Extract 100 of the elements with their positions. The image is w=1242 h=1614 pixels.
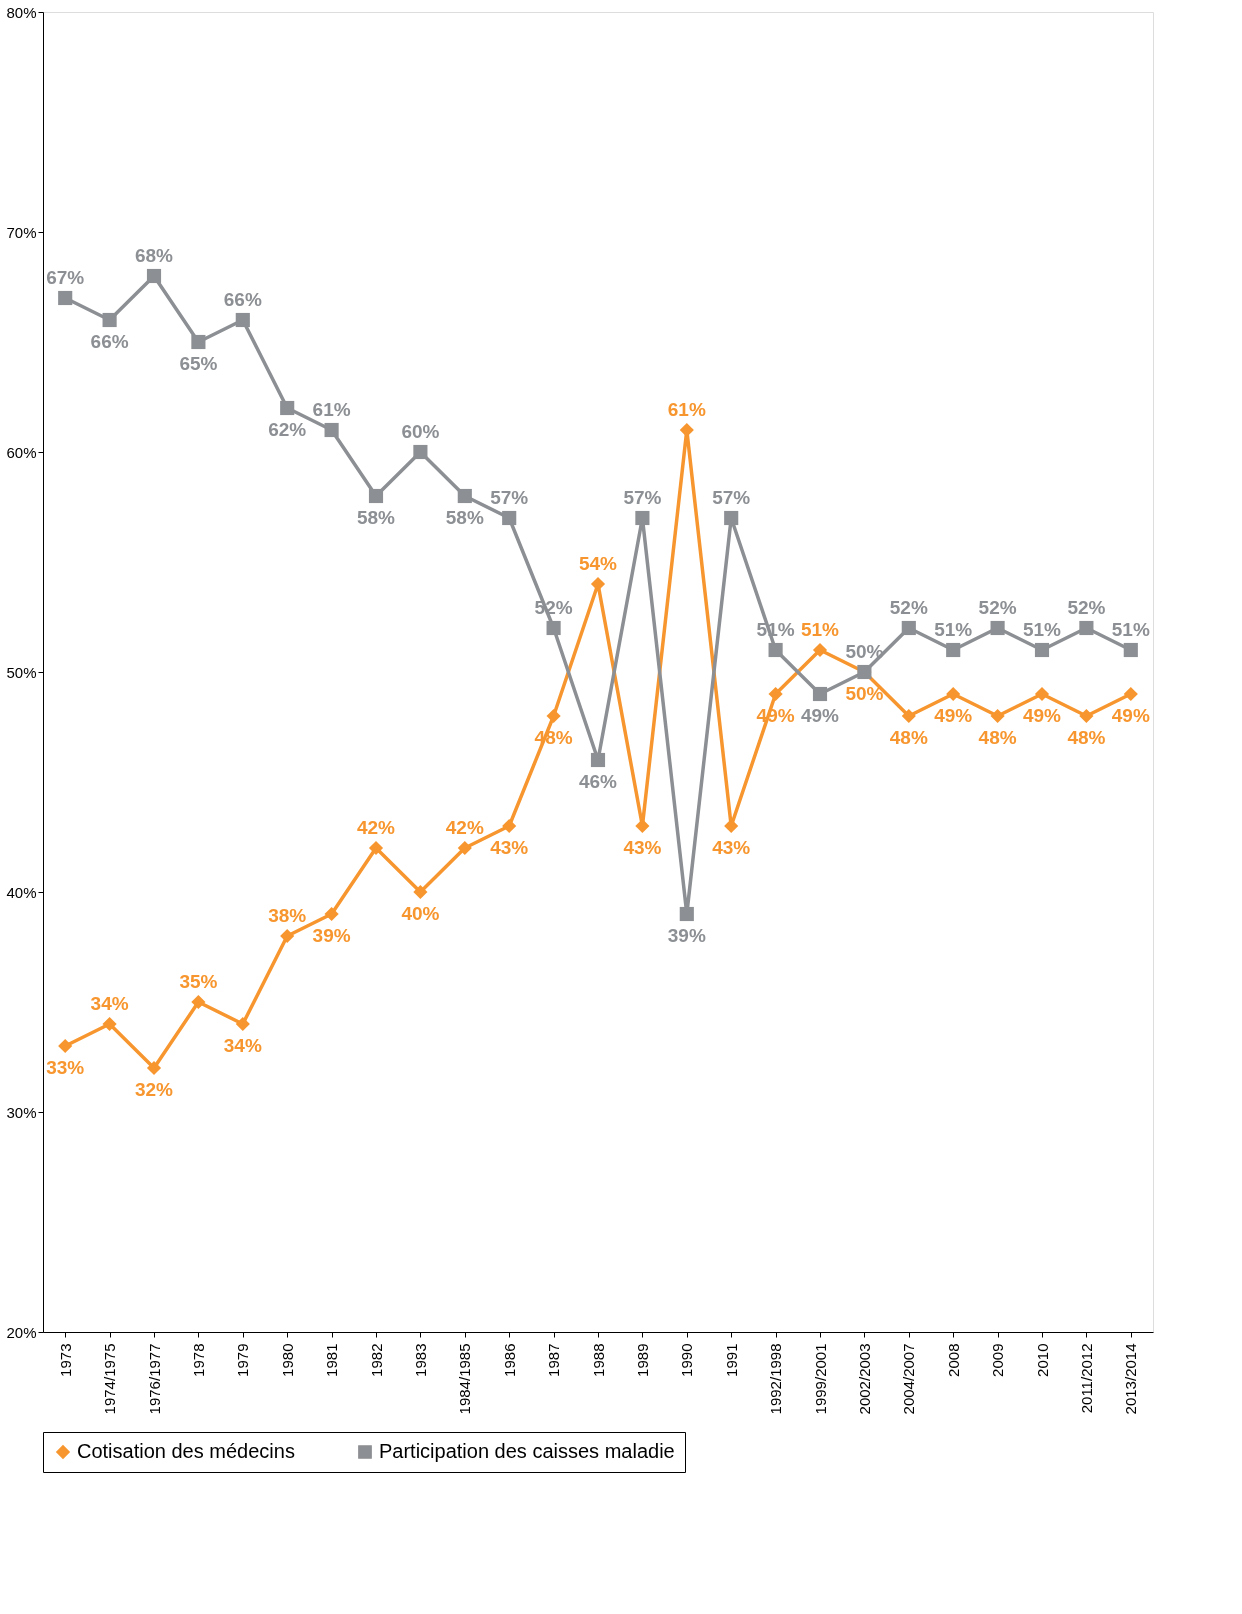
data-label: 52% [1067, 597, 1106, 618]
x-tick-label: 2011/2012 [1077, 1343, 1095, 1414]
point [901, 620, 916, 636]
point [191, 334, 206, 350]
data-label: 58% [445, 507, 484, 528]
data-label: 66% [223, 289, 262, 310]
x-tick-label: 1973 [56, 1343, 74, 1377]
y-tick-label: 70% [6, 223, 37, 241]
data-label: 51% [800, 619, 840, 640]
data-label: 57% [712, 487, 751, 508]
x-tick-label: 2009 [989, 1343, 1007, 1377]
point [546, 620, 561, 636]
data-label: 58% [356, 507, 396, 528]
data-label: 51% [1111, 619, 1150, 640]
data-label: 34% [90, 993, 129, 1014]
point [1079, 708, 1094, 724]
point [1034, 686, 1050, 702]
point [235, 312, 250, 328]
y-tick-label: 80% [6, 3, 37, 21]
point [946, 642, 961, 658]
data-label: 49% [934, 705, 973, 726]
x-tick-label: 1979 [234, 1343, 252, 1377]
data-label: 48% [889, 727, 928, 748]
data-label: 66% [90, 331, 129, 352]
point [368, 840, 384, 856]
data-label: 49% [1022, 705, 1062, 726]
data-label: 46% [578, 771, 618, 792]
x-tick-label: 1982 [367, 1343, 385, 1377]
point [413, 884, 428, 900]
point [1079, 620, 1094, 636]
data-label: 48% [978, 727, 1017, 748]
data-label: 49% [800, 705, 840, 726]
point [590, 752, 606, 768]
point [457, 840, 472, 856]
point [191, 994, 206, 1010]
point [58, 290, 73, 306]
data-label: 42% [356, 817, 396, 838]
data-label: 35% [179, 971, 218, 992]
data-label: 34% [223, 1035, 262, 1056]
x-tick-label: 1981 [323, 1343, 341, 1377]
x-tick-label: 2004/2007 [900, 1343, 918, 1415]
point [146, 1060, 162, 1076]
data-label: 62% [268, 419, 307, 440]
x-tick-label: 1987 [545, 1343, 563, 1377]
x-tick-label: 2013/2014 [1122, 1343, 1140, 1415]
point [368, 488, 384, 504]
point [280, 400, 295, 416]
data-label: 57% [490, 487, 529, 508]
point [102, 312, 117, 328]
data-label: 65% [179, 353, 218, 374]
point [812, 642, 828, 658]
data-label: 61% [667, 399, 706, 420]
point [679, 906, 694, 922]
y-tick-label: 20% [6, 1323, 37, 1341]
data-label: 38% [268, 905, 307, 926]
data-label: 67% [46, 267, 85, 288]
point [324, 422, 339, 438]
point [812, 686, 828, 702]
x-tick-label: 1992/1998 [767, 1343, 785, 1415]
data-label: 32% [134, 1079, 174, 1100]
x-tick-label: 1986 [500, 1343, 518, 1377]
data-label: 49% [1111, 705, 1150, 726]
point [146, 268, 162, 284]
x-tick-label: 2010 [1033, 1343, 1051, 1377]
y-tick-label: 60% [6, 443, 37, 461]
data-label: 51% [1022, 619, 1062, 640]
point [635, 510, 650, 526]
point [1123, 642, 1138, 658]
x-tick-label: 2002/2003 [855, 1343, 873, 1415]
data-label: 52% [889, 597, 928, 618]
point [58, 1038, 73, 1054]
y-tick-label: 50% [6, 663, 37, 681]
point [546, 708, 561, 724]
x-tick-label: 1974/1975 [101, 1343, 119, 1415]
x-tick-label: 1990 [678, 1343, 696, 1377]
point [1034, 642, 1050, 658]
point [901, 708, 916, 724]
data-label: 43% [490, 837, 529, 858]
x-tick-label: 1976/1977 [145, 1343, 163, 1415]
data-label: 43% [623, 837, 662, 858]
data-label: 50% [845, 683, 884, 704]
data-label: 48% [1067, 727, 1106, 748]
x-tick-label: 1989 [633, 1343, 651, 1377]
x-tick-label: 1988 [589, 1343, 607, 1377]
y-tick-label: 30% [6, 1103, 37, 1121]
y-tick-label: 40% [6, 883, 37, 901]
legend-label: Participation des caisses maladie [379, 1440, 675, 1462]
data-label: 68% [134, 245, 174, 266]
point [235, 1016, 250, 1032]
point [502, 510, 517, 526]
data-label: 52% [978, 597, 1017, 618]
x-tick-label: 1980 [278, 1343, 296, 1377]
data-label: 39% [667, 925, 706, 946]
x-tick-label: 1978 [189, 1343, 207, 1377]
data-label: 42% [445, 817, 484, 838]
point [413, 444, 428, 460]
point [1123, 686, 1138, 702]
data-label: 43% [712, 837, 751, 858]
point [990, 708, 1005, 724]
point [946, 686, 961, 702]
